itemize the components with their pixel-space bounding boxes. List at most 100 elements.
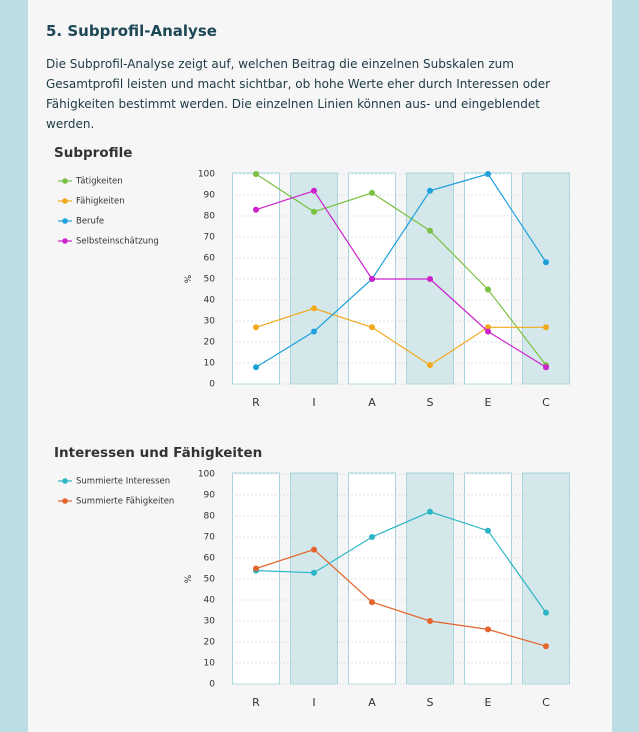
- series-line: [255, 511, 547, 613]
- data-point: [253, 171, 259, 177]
- y-tick-label: 70: [204, 233, 216, 243]
- legend-swatch-dot[interactable]: [62, 218, 68, 224]
- x-tick-label: R: [252, 696, 260, 709]
- legend-label[interactable]: Berufe: [76, 217, 104, 227]
- column-band: [348, 472, 396, 685]
- legend-swatch-dot[interactable]: [62, 198, 68, 204]
- y-tick-label: 10: [204, 659, 216, 669]
- data-point: [311, 546, 317, 553]
- column-band: [290, 172, 338, 385]
- data-point: [311, 187, 317, 194]
- y-tick-label: 30: [204, 617, 216, 627]
- data-point: [427, 276, 433, 282]
- legend-label[interactable]: Tätigkeiten: [75, 177, 123, 187]
- data-point: [253, 324, 259, 331]
- column-band: [232, 472, 280, 685]
- column-band: [464, 472, 512, 685]
- y-tick-label: 60: [204, 554, 216, 564]
- data-point: [253, 565, 259, 572]
- data-point: [543, 609, 549, 616]
- x-tick-label: A: [368, 696, 376, 709]
- data-point: [369, 189, 375, 196]
- column-band: [522, 172, 570, 385]
- y-axis-label: %: [182, 275, 192, 284]
- chart-title: Subprofile: [54, 145, 132, 161]
- data-point: [427, 508, 433, 515]
- data-point: [427, 362, 433, 369]
- y-axis-label: %: [182, 575, 192, 584]
- legend-swatch-dot[interactable]: [62, 478, 68, 484]
- legend-label[interactable]: Selbsteinschätzung: [76, 237, 159, 247]
- data-point: [427, 227, 433, 234]
- data-point: [485, 626, 491, 633]
- x-tick-label: C: [542, 396, 550, 409]
- section-text: Die Subprofil-Analyse zeigt auf, welchen…: [46, 57, 551, 131]
- data-point: [311, 208, 317, 215]
- legend-swatch-dot[interactable]: [62, 498, 68, 504]
- legend-swatch-dot[interactable]: [62, 178, 68, 184]
- data-point: [485, 171, 491, 177]
- data-point: [543, 259, 549, 266]
- data-point: [311, 305, 317, 312]
- y-tick-label: 40: [204, 296, 216, 306]
- section-heading: 5. Subprofil-Analyse: [46, 22, 217, 40]
- series-line: [255, 173, 547, 366]
- y-tick-label: 30: [204, 317, 216, 327]
- y-tick-label: 100: [198, 470, 215, 480]
- data-point: [485, 324, 491, 331]
- y-tick-label: 90: [204, 191, 216, 201]
- series-line: [255, 307, 546, 366]
- data-point: [311, 328, 317, 335]
- x-tick-label: R: [252, 396, 260, 409]
- data-point: [543, 643, 549, 650]
- column-band: [290, 472, 338, 685]
- data-point: [253, 364, 259, 371]
- y-tick-label: 100: [198, 170, 215, 180]
- x-tick-label: C: [542, 696, 550, 709]
- y-tick-label: 20: [204, 638, 216, 648]
- data-point: [253, 206, 259, 213]
- y-tick-label: 20: [204, 338, 216, 348]
- data-point: [543, 364, 549, 371]
- x-tick-label: E: [485, 396, 492, 409]
- y-tick-label: 50: [204, 275, 216, 285]
- y-tick-label: 80: [204, 512, 216, 522]
- y-tick-label: 90: [204, 491, 216, 501]
- data-point: [485, 527, 491, 534]
- data-point: [311, 569, 317, 576]
- legend-swatch-dot[interactable]: [62, 238, 68, 244]
- x-tick-label: I: [312, 696, 315, 709]
- data-point: [369, 324, 375, 331]
- y-tick-label: 0: [209, 380, 215, 390]
- data-point: [427, 618, 433, 624]
- chart-title: Interessen und Fähigkeiten: [54, 445, 262, 461]
- legend-label[interactable]: Summierte Fähigkeiten: [76, 497, 174, 507]
- legend-label[interactable]: Fähigkeiten: [76, 197, 125, 207]
- y-tick-label: 70: [204, 533, 216, 543]
- column-band: [522, 472, 570, 685]
- data-point: [485, 286, 491, 293]
- y-tick-label: 80: [204, 212, 216, 222]
- x-tick-label: A: [368, 396, 376, 409]
- y-tick-label: 10: [204, 359, 216, 369]
- x-tick-label: I: [312, 396, 315, 409]
- column-band: [464, 172, 512, 385]
- data-point: [369, 599, 375, 606]
- y-tick-label: 40: [204, 596, 216, 606]
- series-line: [255, 173, 547, 368]
- column-band: [406, 472, 454, 685]
- data-point: [369, 534, 375, 540]
- series-line: [255, 548, 547, 647]
- data-point: [369, 276, 375, 282]
- x-tick-label: E: [485, 696, 492, 709]
- y-tick-label: 60: [204, 254, 216, 264]
- x-tick-label: S: [427, 696, 434, 709]
- data-point: [427, 187, 433, 194]
- y-tick-label: 50: [204, 575, 216, 585]
- y-tick-label: 0: [209, 680, 215, 690]
- series-line: [255, 190, 547, 368]
- data-point: [485, 328, 491, 335]
- data-point: [543, 324, 549, 331]
- x-tick-label: S: [427, 396, 434, 409]
- legend-label[interactable]: Summierte Interessen: [76, 477, 170, 487]
